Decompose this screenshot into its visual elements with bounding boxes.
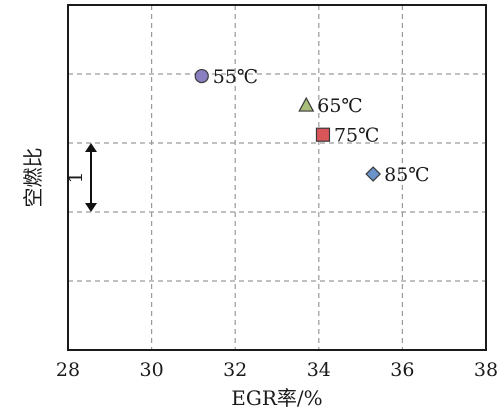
x-tick-label: 28 [56,359,80,381]
data-points: 55℃ 65℃ 75℃85℃ [194,66,430,186]
scale-bar-label: 1 [65,171,87,183]
square-marker [315,127,331,142]
diamond-marker [365,166,381,182]
plot-frame [67,4,487,351]
point-label: 55℃ [213,66,258,88]
scale-bar-arrow-up [85,143,97,152]
x-tick-label: 30 [140,359,164,381]
point-label: 75℃ [334,125,379,147]
x-tick-label: 32 [223,359,247,381]
x-tick-label: 36 [390,359,414,381]
point-label: 85℃ [384,164,429,186]
x-tick-labels: 28 30 32 34 36 38 [56,359,497,381]
scale-bar: 1 [65,143,97,212]
x-axis-label: EGR率/% [231,386,322,410]
triangle-marker [298,96,315,112]
circle-marker [194,68,209,84]
grid-lines [68,5,486,350]
y-axis-label: 空燃比 [21,148,45,208]
scale-bar-arrow-down [85,203,97,212]
x-tick-label: 34 [307,359,331,381]
point-label: 65℃ [317,95,362,117]
x-tick-label: 38 [474,359,497,381]
